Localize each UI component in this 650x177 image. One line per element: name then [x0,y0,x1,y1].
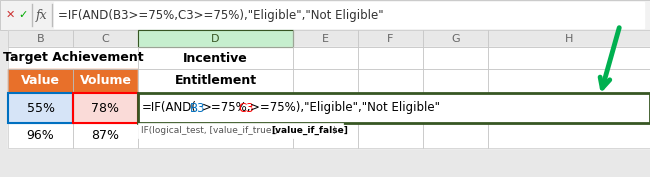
Bar [488,30,650,47]
Text: 55%: 55% [27,101,55,115]
Bar [358,47,423,69]
Bar [293,123,358,148]
Text: H: H [565,33,573,44]
Text: Entitlement: Entitlement [174,75,257,87]
Bar [423,123,488,148]
FancyArrowPatch shape [600,28,619,88]
Text: 96%: 96% [27,129,55,142]
Bar [358,123,423,148]
Bar [358,30,423,47]
Bar [0,0,650,30]
Bar [423,47,488,69]
Bar [488,30,650,47]
Bar [8,69,73,93]
Text: Target Achievement: Target Achievement [3,52,143,64]
Bar [138,69,293,93]
Bar [73,69,138,93]
Text: C3: C3 [238,101,254,115]
Bar [138,123,293,148]
Bar [138,47,293,69]
Bar [73,30,138,47]
Text: 87%: 87% [92,129,120,142]
Bar [138,69,293,93]
Text: B: B [36,33,44,44]
Text: ): ) [332,126,335,135]
Bar [138,30,293,47]
Bar [138,93,650,123]
Text: F: F [387,33,394,44]
Bar [54,2,644,28]
Text: [value_if_false]: [value_if_false] [271,126,348,135]
Bar [73,69,138,93]
Bar [293,47,358,69]
Bar [8,30,73,47]
Text: E: E [322,33,329,44]
Bar [423,123,488,148]
Bar [8,93,73,123]
Bar [423,30,488,47]
Bar [358,69,423,93]
Text: ✕: ✕ [5,10,15,20]
Text: Volume: Volume [79,75,131,87]
Bar [358,123,423,148]
Text: B3: B3 [190,101,205,115]
Text: 78%: 78% [92,101,120,115]
Text: Value: Value [21,75,60,87]
Text: =IF(AND(B3>=75%,C3>=75%),"Eligible","Not Eligible": =IF(AND(B3>=75%,C3>=75%),"Eligible","Not… [58,8,384,21]
Bar [488,123,650,148]
Bar [73,123,138,148]
Text: >=75%),"Eligible","Not Eligible": >=75%),"Eligible","Not Eligible" [250,101,440,115]
Bar [293,69,358,93]
Bar [138,123,293,148]
Text: G: G [451,33,460,44]
Bar [423,69,488,93]
Text: ✓: ✓ [18,10,28,20]
Text: fx: fx [36,8,48,21]
Text: Incentive: Incentive [183,52,248,64]
Bar [488,69,650,93]
Bar [138,30,293,47]
Bar [73,123,138,148]
Bar [8,123,73,148]
Bar [358,47,423,69]
Text: =IF(AND(: =IF(AND( [142,101,197,115]
Bar [73,30,138,47]
Bar [423,69,488,93]
Bar [358,30,423,47]
Bar [423,30,488,47]
Bar [138,47,293,69]
Bar [0,0,650,30]
Bar [488,47,650,69]
Bar [138,123,343,138]
Bar [293,47,358,69]
Bar [293,30,358,47]
Bar [423,47,488,69]
Bar [293,123,358,148]
Bar [8,47,138,69]
Bar [293,69,358,93]
Bar [488,69,650,93]
Text: D: D [211,33,220,44]
Bar [8,47,138,69]
Bar [488,47,650,69]
Bar [293,30,358,47]
Bar [8,30,73,47]
Text: C: C [101,33,109,44]
Bar [73,93,138,123]
Bar [488,123,650,148]
Text: >=75%,: >=75%, [202,101,252,115]
Bar [8,93,73,123]
Bar [358,69,423,93]
Bar [138,93,650,123]
Bar [8,123,73,148]
Bar [73,93,138,123]
Text: IF(logical_test, [value_if_true],: IF(logical_test, [value_if_true], [141,126,281,135]
Bar [8,69,73,93]
